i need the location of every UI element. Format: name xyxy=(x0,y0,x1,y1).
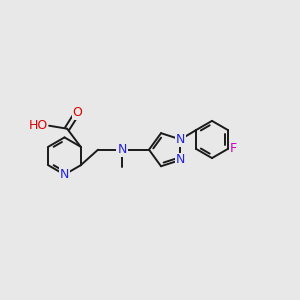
Text: N: N xyxy=(117,143,127,156)
Text: N: N xyxy=(60,168,69,181)
Text: F: F xyxy=(230,142,237,155)
Text: N: N xyxy=(176,133,185,146)
Text: O: O xyxy=(73,106,82,119)
Text: N: N xyxy=(176,153,185,167)
Text: HO: HO xyxy=(28,119,48,132)
